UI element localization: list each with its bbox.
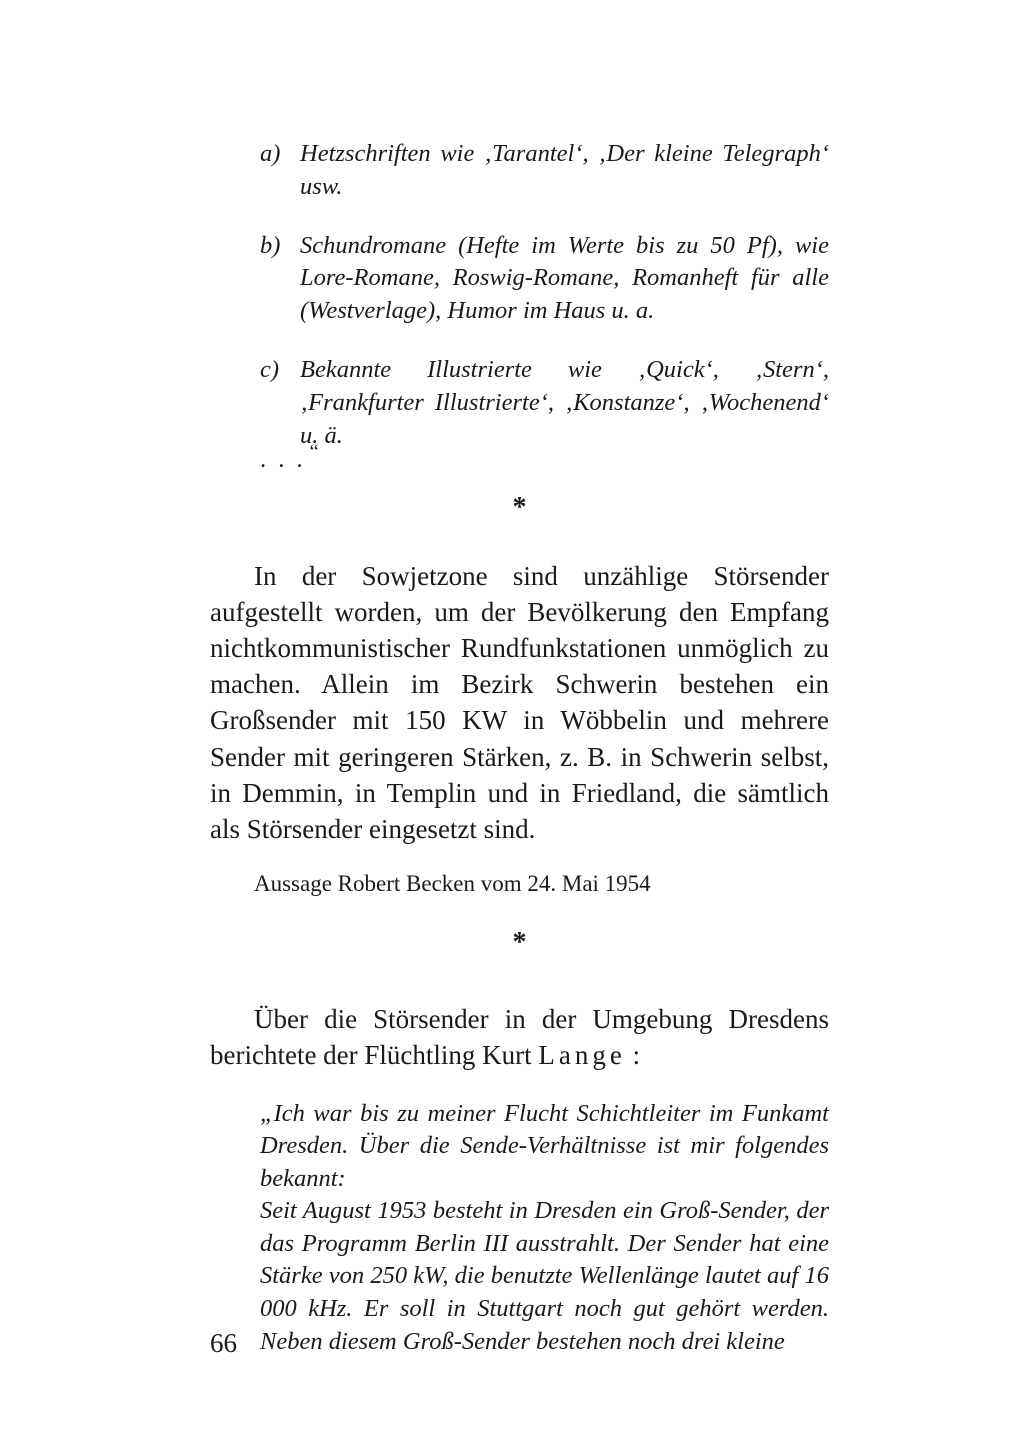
section-separator: * [210, 927, 829, 959]
enumerated-list: a) Hetzschriften wie ‚Tarantel‘, ‚Der kl… [260, 138, 829, 453]
list-text: Bekannte Illustrierte wie ‚Quick‘, ‚Ster… [300, 354, 829, 452]
list-item: b) Schundromane (Hefte im Werte bis zu 5… [260, 230, 829, 328]
document-page: a) Hetzschriften wie ‚Tarantel‘, ‚Der kl… [0, 0, 1024, 1441]
list-marker: a) [260, 138, 300, 204]
list-marker: c) [260, 354, 300, 452]
page-number: 66 [210, 1328, 237, 1359]
citation: Aussage Robert Becken vom 24. Mai 1954 [254, 871, 829, 897]
paragraph: Über die Störsender in der Umgebung Dres… [210, 1001, 829, 1073]
list-marker: b) [260, 230, 300, 328]
ellipsis: . . . [260, 446, 306, 473]
paragraph: In der Sowjetzone sind unzählige Störsen… [210, 558, 829, 847]
list-item: a) Hetzschriften wie ‚Tarantel‘, ‚Der kl… [260, 138, 829, 204]
list-text: Schundromane (Hefte im Werte bis zu 50 P… [300, 230, 829, 328]
paragraph-text-pre: Über die Störsender in der Umgebung Dres… [210, 1004, 829, 1070]
close-quote: “ [310, 441, 319, 463]
section-separator: * [210, 492, 829, 524]
list-text: Hetzschriften wie ‚Tarantel‘, ‚Der klein… [300, 138, 829, 204]
paragraph-text: In der Sowjetzone sind unzählige Störsen… [210, 561, 829, 844]
quote-paragraph: „Ich war bis zu meiner Flucht Schichtlei… [260, 1098, 829, 1196]
paragraph-text-post: : [626, 1040, 640, 1070]
person-name: Lange [538, 1040, 625, 1070]
quote-paragraph: Seit August 1953 besteht in Dresden ein … [260, 1195, 829, 1358]
block-quote: „Ich war bis zu meiner Flucht Schichtlei… [260, 1098, 829, 1359]
list-item: c) Bekannte Illustrierte wie ‚Quick‘, ‚S… [260, 354, 829, 452]
